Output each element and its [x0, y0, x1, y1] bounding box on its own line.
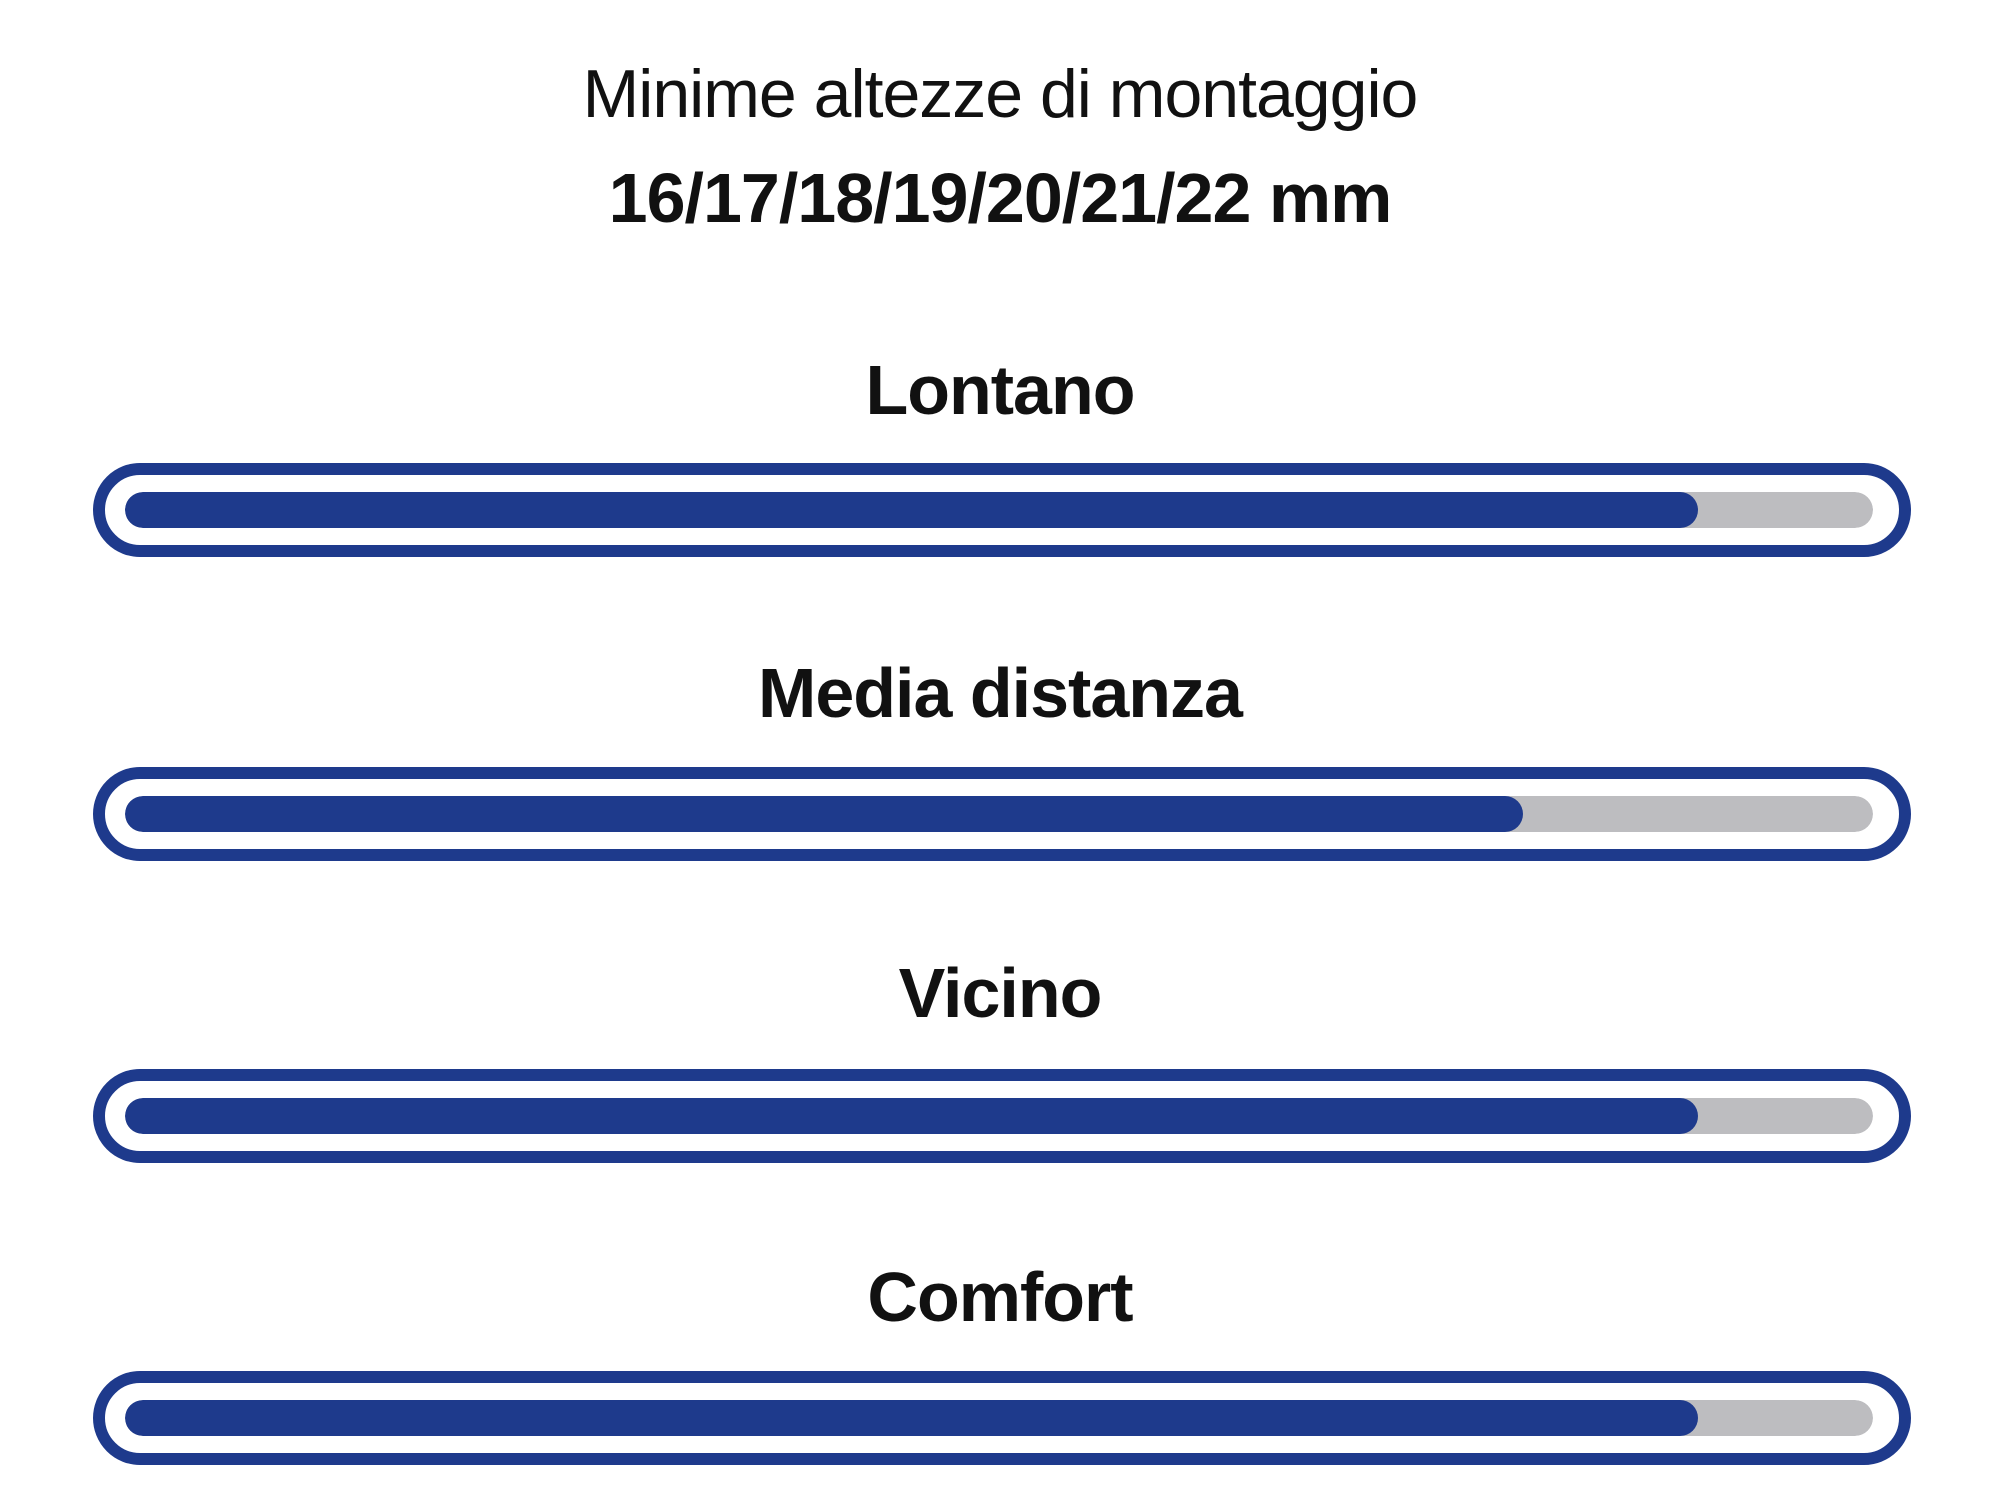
bar-outline: [93, 1069, 1911, 1163]
bar-fill: [125, 492, 1699, 528]
bar-outline: [93, 1371, 1911, 1465]
bar-track: [125, 1098, 1873, 1134]
bar-fill: [125, 1400, 1699, 1436]
bar-label: Vicino: [898, 954, 1103, 1032]
bar-outline: [93, 767, 1911, 861]
chart-subtitle: 16/17/18/19/20/21/22 mm: [608, 159, 1393, 237]
bar-outline: [93, 463, 1911, 557]
bar-fill: [125, 1098, 1699, 1134]
bar-track: [125, 492, 1873, 528]
bar-label: Comfort: [867, 1258, 1133, 1336]
bar-label: Media distanza: [758, 654, 1243, 732]
chart-title: Minime altezze di montaggio: [582, 56, 1419, 132]
bar-label: Lontano: [865, 351, 1135, 429]
bar-track: [125, 1400, 1873, 1436]
bar-fill: [125, 796, 1524, 832]
bar-track: [125, 796, 1873, 832]
